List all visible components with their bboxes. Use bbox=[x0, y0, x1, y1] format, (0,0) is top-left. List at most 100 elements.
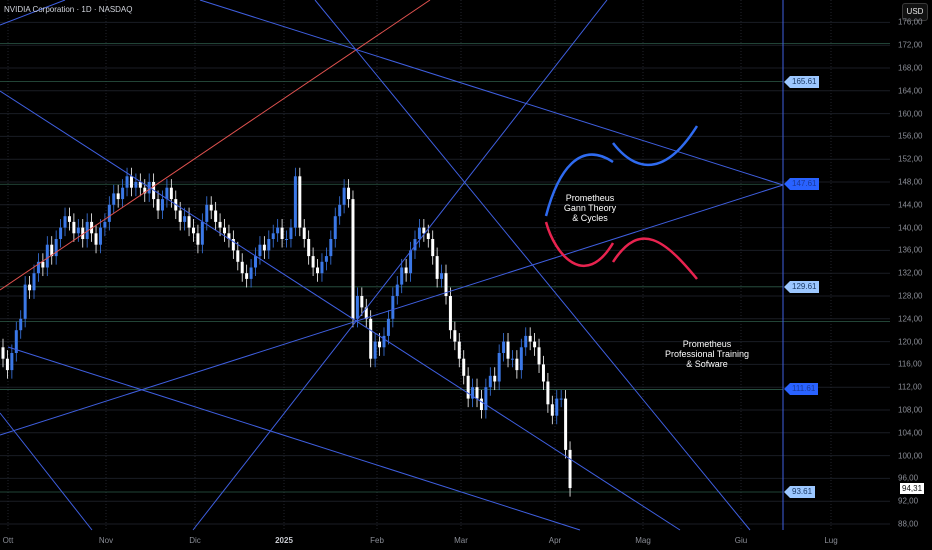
candle-body bbox=[178, 210, 182, 222]
blue-cycle-curve bbox=[612, 125, 699, 167]
candle-body bbox=[169, 187, 173, 200]
candle-body bbox=[54, 239, 58, 257]
candle-body bbox=[143, 187, 147, 194]
candle-body bbox=[293, 176, 297, 228]
candle-body bbox=[347, 187, 351, 200]
candle-body bbox=[125, 176, 129, 188]
annotation-line: Professional Training bbox=[664, 349, 750, 359]
candle-body bbox=[138, 182, 142, 188]
candle-body bbox=[417, 227, 421, 239]
annotation-line: & Sofware bbox=[686, 359, 728, 369]
candle-body bbox=[351, 199, 355, 319]
red-cycle-curve bbox=[544, 221, 615, 268]
gann-lines bbox=[0, 0, 784, 531]
candle-body bbox=[448, 296, 452, 331]
time-tick: Apr bbox=[548, 536, 562, 545]
candle-body bbox=[400, 267, 404, 285]
candle-body bbox=[453, 330, 457, 342]
candle-body bbox=[355, 296, 359, 319]
price-tick: 176,00 bbox=[898, 17, 923, 27]
candle-body bbox=[444, 273, 448, 296]
candle-body bbox=[36, 261, 40, 274]
candle-body bbox=[435, 256, 439, 279]
candle-body bbox=[311, 256, 315, 268]
price-tick: 124,00 bbox=[898, 314, 923, 324]
candle-body bbox=[41, 261, 45, 268]
candle-body bbox=[276, 227, 280, 234]
candle-body bbox=[342, 187, 346, 205]
level-label: 111.61 bbox=[783, 383, 819, 396]
candle-body bbox=[550, 404, 554, 416]
candle-body bbox=[245, 273, 249, 279]
annotation-line: Prometheus bbox=[682, 339, 732, 349]
candle-body bbox=[502, 341, 506, 353]
annotation-line: Prometheus bbox=[565, 193, 615, 203]
candle-body bbox=[409, 250, 413, 274]
time-tick: Giu bbox=[734, 536, 748, 545]
price-tick: 108,00 bbox=[898, 405, 923, 415]
candle-body bbox=[205, 204, 209, 222]
candle-body bbox=[378, 341, 382, 348]
candle-body bbox=[484, 387, 488, 410]
gann-line bbox=[199, 0, 784, 186]
candle-body bbox=[107, 204, 111, 222]
candle-body bbox=[537, 347, 541, 365]
candle-body bbox=[98, 227, 102, 245]
candle-body bbox=[373, 341, 377, 359]
gann-line bbox=[0, 0, 66, 26]
candle-body bbox=[564, 398, 568, 450]
price-tick: 132,00 bbox=[898, 268, 923, 278]
candle-body bbox=[218, 221, 222, 228]
candle-body bbox=[462, 358, 466, 376]
candle-body bbox=[515, 358, 519, 371]
candle-body bbox=[90, 221, 94, 234]
candle-body bbox=[156, 199, 160, 211]
level-label: 93.61 bbox=[783, 486, 816, 499]
gann-line bbox=[192, 0, 608, 531]
last-price-label: 94,31 bbox=[900, 483, 925, 494]
price-tick: 152,00 bbox=[898, 154, 923, 164]
candle-body bbox=[28, 284, 32, 291]
candle-body bbox=[10, 353, 14, 371]
price-tick: 96,00 bbox=[898, 473, 919, 483]
candle-body bbox=[240, 261, 244, 274]
candle-body bbox=[382, 335, 386, 348]
price-tick: 140,00 bbox=[898, 223, 923, 233]
candle-body bbox=[298, 176, 302, 228]
candle-body bbox=[121, 187, 125, 200]
candle-body bbox=[559, 398, 563, 400]
time-tick: Mag bbox=[635, 536, 651, 545]
candle-body bbox=[14, 330, 18, 353]
candle-body bbox=[280, 227, 284, 239]
candle-body bbox=[196, 233, 200, 245]
candle-body bbox=[258, 244, 262, 257]
candle-body bbox=[302, 227, 306, 239]
candle-body bbox=[76, 227, 80, 234]
gann-line bbox=[0, 90, 681, 531]
candle-body bbox=[112, 193, 116, 205]
candle-body bbox=[391, 296, 395, 319]
candle-body bbox=[32, 273, 36, 291]
candle-body bbox=[519, 347, 523, 371]
price-tick: 148,00 bbox=[898, 177, 923, 187]
gann-line bbox=[0, 412, 93, 531]
candle-body bbox=[466, 375, 470, 399]
annotation-line: & Cycles bbox=[572, 213, 608, 223]
candle-body bbox=[160, 199, 164, 211]
candle-body bbox=[440, 273, 444, 279]
candle-body bbox=[59, 227, 63, 239]
time-tick: Feb bbox=[370, 536, 384, 545]
candle-body bbox=[249, 267, 253, 279]
candle-body bbox=[475, 387, 479, 399]
candle-body bbox=[103, 221, 107, 228]
annotation-line: Gann Theory bbox=[563, 203, 617, 213]
candle-body bbox=[329, 239, 333, 257]
candle-body bbox=[1, 347, 5, 359]
cycle-curves bbox=[544, 125, 699, 280]
candle-body bbox=[413, 239, 417, 251]
candle-body bbox=[404, 267, 408, 274]
symbol-title: NVIDIA Corporation · 1D · NASDAQ bbox=[4, 5, 133, 14]
currency-button[interactable]: USD bbox=[902, 3, 928, 21]
candle-body bbox=[254, 256, 258, 268]
